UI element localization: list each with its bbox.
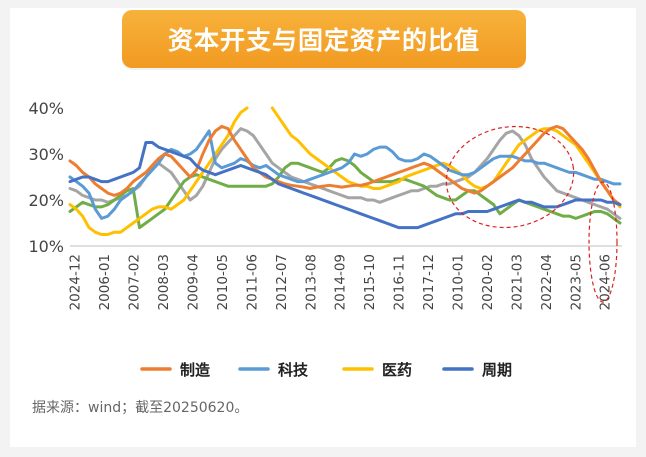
legend-label: 科技 xyxy=(278,361,309,379)
x-tick-labels: 2024-12 2006-01 2007-02 2008-03 2009-04 2010-… xyxy=(68,254,614,310)
series-line xyxy=(68,106,622,236)
x-tick-label: 2013-08 xyxy=(303,254,319,310)
series-line xyxy=(68,124,622,207)
series-line xyxy=(68,129,622,220)
x-tick-label: 2010-05 xyxy=(215,254,231,310)
x-tick-label: 2016-11 xyxy=(392,254,408,310)
legend-label: 周期 xyxy=(482,361,512,379)
legend-label: 医药 xyxy=(382,361,412,379)
annotations xyxy=(445,125,618,303)
highlight-ellipse xyxy=(445,125,575,229)
y-tick-label: 20% xyxy=(28,191,64,210)
series-line xyxy=(68,141,622,230)
x-tick-label: 2021-03 xyxy=(509,254,525,310)
x-tick-label: 2024-06 xyxy=(598,254,614,310)
x-tick-label: 2022-04 xyxy=(539,254,555,310)
chart-title: 资本开支与固定资产的比值 xyxy=(167,26,480,55)
x-tick-label: 2011-06 xyxy=(244,254,260,310)
legend: 制造 科技 医药 周期 xyxy=(140,361,512,379)
x-tick-label: 2017-12 xyxy=(421,254,437,310)
chart-card xyxy=(10,8,636,447)
legend-label: 制造 xyxy=(180,361,210,379)
x-tick-label: 2006-01 xyxy=(97,254,113,310)
x-tick-label: 2020-02 xyxy=(480,254,496,310)
y-tick-label: 40% xyxy=(28,99,64,118)
series-lines xyxy=(68,106,622,236)
y-tick-label: 10% xyxy=(28,237,64,256)
x-tick-label: 2023-05 xyxy=(568,254,584,310)
x-tick-label: 2009-04 xyxy=(186,254,202,310)
source-note: 据来源：wind；截至20250620。 xyxy=(32,400,249,416)
x-tick-label: 2024-12 xyxy=(68,254,84,310)
x-tick-label: 2012-07 xyxy=(274,254,290,310)
title-banner: 资本开支与固定资产的比值 xyxy=(122,10,526,68)
x-tick-label: 2010-01 xyxy=(451,254,467,310)
x-tick-label: 2007-02 xyxy=(127,254,143,310)
x-tick-label: 2015-10 xyxy=(362,254,378,310)
y-tick-labels: 10% 20% 30% 40% xyxy=(28,99,64,256)
x-tick-label: 2014-09 xyxy=(333,254,349,310)
highlight-ellipse xyxy=(588,181,618,303)
x-tick-label: 2008-03 xyxy=(156,254,172,310)
y-tick-label: 30% xyxy=(28,145,64,164)
